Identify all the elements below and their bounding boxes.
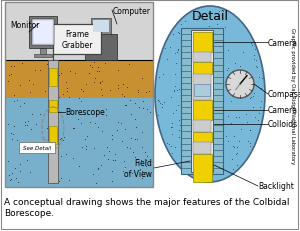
Text: Camera: Camera bbox=[268, 38, 298, 47]
Bar bbox=[32, 20, 54, 46]
Bar bbox=[34, 22, 52, 44]
Text: Colloids: Colloids bbox=[268, 120, 298, 129]
Bar bbox=[193, 53, 211, 63]
Text: See Detail: See Detail bbox=[23, 145, 51, 150]
Bar bbox=[5, 99, 153, 187]
Bar bbox=[34, 55, 52, 58]
Bar bbox=[193, 142, 211, 154]
Text: Computer: Computer bbox=[113, 6, 151, 15]
Bar bbox=[93, 21, 109, 33]
Bar bbox=[193, 33, 211, 53]
Text: Detail: Detail bbox=[191, 10, 229, 23]
Bar bbox=[193, 132, 211, 142]
Bar bbox=[193, 121, 211, 132]
Bar bbox=[5, 61, 153, 99]
Text: Backlight: Backlight bbox=[258, 182, 294, 191]
Bar bbox=[191, 31, 213, 172]
Bar bbox=[40, 49, 46, 57]
Text: Field
of View: Field of View bbox=[124, 159, 152, 178]
Circle shape bbox=[226, 71, 254, 99]
Bar bbox=[194, 85, 210, 97]
Bar bbox=[181, 29, 223, 174]
Bar bbox=[48, 61, 58, 183]
Bar bbox=[19, 142, 55, 153]
Text: Frame
Grabber: Frame Grabber bbox=[61, 30, 93, 49]
Bar bbox=[53, 25, 101, 55]
Bar bbox=[49, 69, 57, 87]
Text: Monitor: Monitor bbox=[10, 20, 39, 29]
Bar bbox=[193, 100, 211, 121]
Text: Borescope: Borescope bbox=[65, 108, 105, 117]
Bar bbox=[193, 75, 211, 100]
Text: Compass: Compass bbox=[268, 90, 300, 99]
Ellipse shape bbox=[155, 7, 265, 182]
Bar bbox=[91, 19, 111, 35]
Bar bbox=[49, 100, 57, 112]
Bar bbox=[49, 126, 57, 144]
Bar bbox=[5, 3, 153, 187]
Bar bbox=[193, 154, 211, 182]
Bar bbox=[85, 35, 117, 61]
Bar bbox=[29, 17, 57, 49]
Bar bbox=[193, 63, 211, 75]
Text: Camera: Camera bbox=[268, 106, 298, 115]
Text: Graphic provided by Oak Ridge National Laboratory: Graphic provided by Oak Ridge National L… bbox=[290, 28, 296, 164]
Text: A conceptual drawing shows the major features of the Colbidal
Borescope.: A conceptual drawing shows the major fea… bbox=[4, 197, 289, 218]
Bar bbox=[5, 3, 153, 61]
